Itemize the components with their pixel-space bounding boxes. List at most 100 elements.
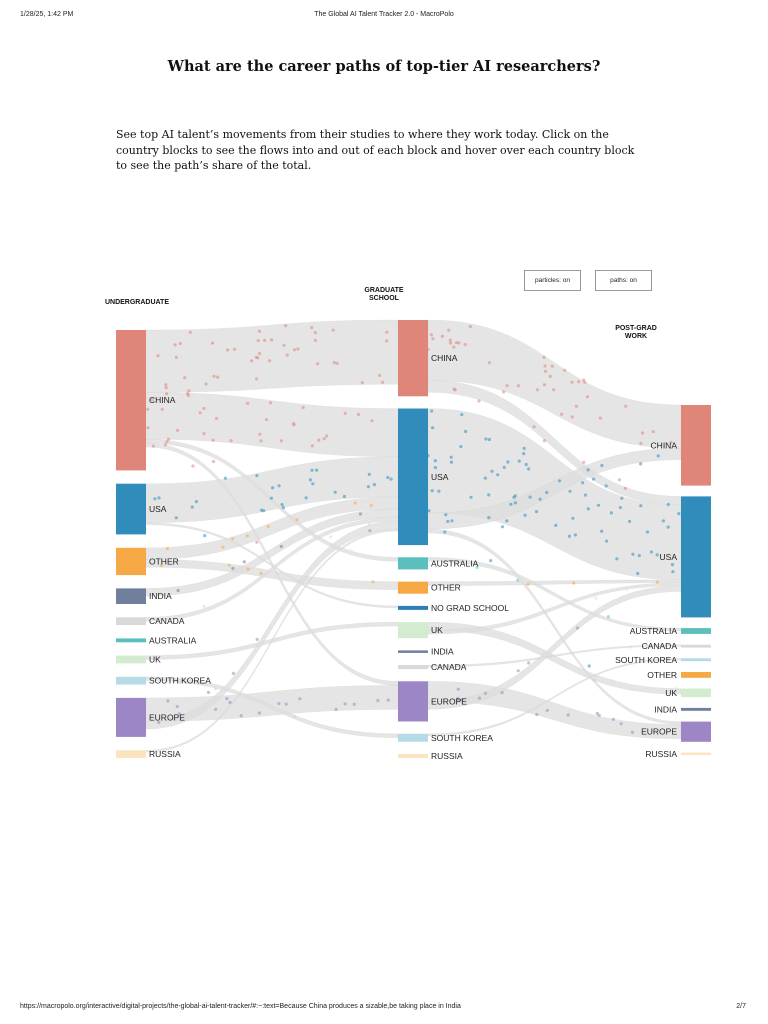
block-ugrad-india[interactable] [116, 588, 146, 604]
block-work-india[interactable] [681, 707, 711, 711]
particle [343, 411, 347, 415]
block-work-southkorea[interactable] [681, 658, 711, 662]
block-grad-china[interactable] [398, 320, 428, 397]
particle [554, 523, 558, 528]
block-grad-other[interactable] [398, 581, 428, 594]
particle [202, 604, 206, 608]
label-ugrad-russia: RUSSIA [149, 749, 181, 759]
block-grad-australia[interactable] [398, 557, 428, 570]
particle [452, 387, 456, 391]
block-work-usa[interactable] [681, 496, 711, 618]
label-grad-uk: UK [431, 625, 443, 635]
block-ugrad-europe[interactable] [116, 697, 146, 737]
particle [552, 388, 556, 392]
particle [443, 530, 447, 534]
particle [493, 632, 497, 636]
particle [487, 437, 491, 442]
block-work-china[interactable] [681, 405, 711, 486]
particle [586, 468, 590, 472]
block-grad-southkorea[interactable] [398, 733, 428, 742]
particle [333, 490, 337, 494]
particle [457, 341, 461, 345]
particle [448, 338, 452, 342]
particle [649, 550, 654, 554]
particle [304, 496, 308, 500]
particle [292, 348, 297, 352]
particle [516, 578, 520, 582]
particle [313, 338, 317, 342]
particle [325, 434, 329, 438]
particle [429, 333, 433, 337]
block-ugrad-australia[interactable] [116, 638, 146, 643]
block-ugrad-southkorea[interactable] [116, 676, 146, 685]
block-work-europe[interactable] [681, 721, 711, 742]
particle [223, 476, 227, 480]
particle [535, 388, 540, 392]
particle [655, 553, 659, 557]
block-ugrad-other[interactable] [116, 547, 146, 576]
particle [516, 384, 521, 388]
particle [349, 548, 353, 552]
particle [656, 454, 660, 458]
block-ugrad-china[interactable] [116, 330, 146, 471]
paths-toggle-button[interactable]: paths: on [595, 270, 652, 291]
particle [585, 395, 590, 399]
particles-toggle-button[interactable]: particles: on [524, 270, 581, 291]
flow-ugrad-china-to-grad-china[interactable] [145, 319, 399, 393]
label-work-europe: EUROPE [641, 727, 677, 737]
particle [386, 475, 390, 480]
particle [311, 482, 315, 486]
particle [282, 343, 286, 347]
particle [637, 554, 641, 558]
particle [450, 628, 455, 632]
particle [447, 328, 451, 332]
particle [153, 497, 157, 501]
particle [263, 338, 267, 342]
particle [371, 580, 375, 584]
particle [651, 430, 655, 434]
block-grad-europe[interactable] [398, 681, 428, 722]
block-ugrad-canada[interactable] [116, 617, 146, 626]
particle [630, 730, 635, 734]
particle [378, 373, 382, 377]
particle [463, 342, 467, 347]
label-ugrad-uk: UK [149, 655, 161, 665]
particle [191, 464, 195, 468]
particle [310, 468, 314, 472]
block-grad-nograd[interactable] [398, 605, 428, 610]
block-work-russia[interactable] [681, 752, 711, 756]
column-heading-grad: GRADUATE [364, 287, 403, 294]
particle [315, 468, 319, 472]
print-url: https://macropolo.org/interactive/digita… [20, 1003, 461, 1010]
block-grad-usa[interactable] [398, 408, 428, 546]
block-grad-canada[interactable] [398, 665, 428, 670]
page-title: What are the career paths of top-tier AI… [167, 58, 601, 75]
block-grad-india[interactable] [398, 650, 428, 653]
print-timestamp: 1/28/25, 1:42 PM [20, 11, 74, 18]
particle [175, 704, 179, 709]
particle [368, 529, 372, 533]
particle [542, 439, 547, 443]
particle [483, 476, 487, 480]
block-ugrad-russia[interactable] [116, 750, 146, 758]
particle [246, 567, 250, 571]
particle [229, 439, 233, 443]
block-work-australia[interactable] [681, 628, 711, 634]
particle [178, 680, 182, 685]
block-ugrad-uk[interactable] [116, 655, 146, 664]
block-work-uk[interactable] [681, 688, 711, 698]
particle [389, 477, 393, 481]
label-work-russia: RUSSIA [645, 749, 677, 759]
particle [322, 437, 326, 441]
block-ugrad-usa[interactable] [116, 483, 146, 535]
block-grad-russia[interactable] [398, 754, 428, 758]
block-grad-uk[interactable] [398, 622, 428, 639]
block-work-canada[interactable] [681, 644, 711, 648]
particle [202, 406, 206, 411]
label-ugrad-southkorea: SOUTH KOREA [149, 676, 211, 686]
block-work-other[interactable] [681, 672, 711, 678]
particle [433, 466, 437, 470]
particle [202, 432, 206, 436]
particle [516, 669, 520, 673]
